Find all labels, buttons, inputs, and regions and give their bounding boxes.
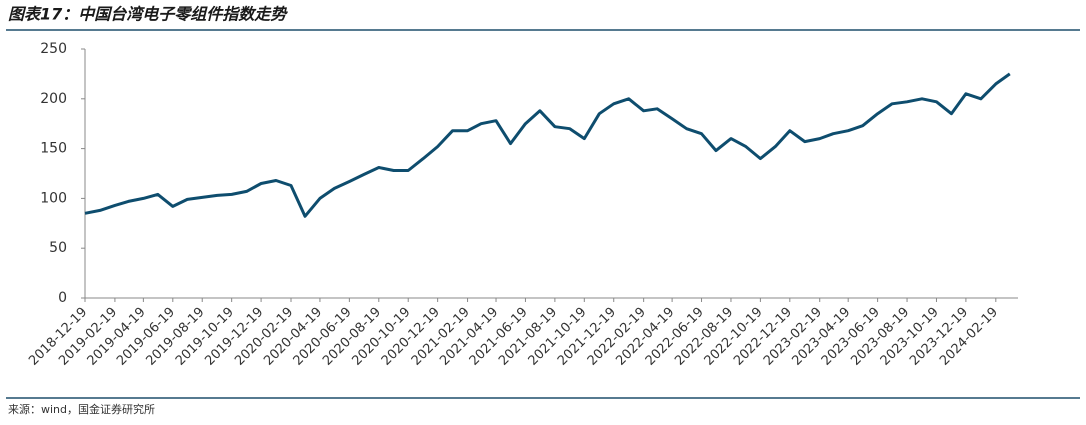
- series-line: [84, 72, 1011, 218]
- y-tick-label: 250: [40, 41, 67, 57]
- y-tick-label: 0: [58, 290, 67, 306]
- y-tick-label: 100: [40, 190, 67, 206]
- source: 来源：wind，国金证券研究所: [8, 402, 155, 416]
- y-tick-label: 150: [40, 141, 67, 157]
- y-tick-label: 50: [49, 240, 67, 256]
- y-tick-label: 200: [40, 91, 67, 107]
- chart-title: 图表17：中国台湾电子零组件指数走势: [8, 5, 288, 24]
